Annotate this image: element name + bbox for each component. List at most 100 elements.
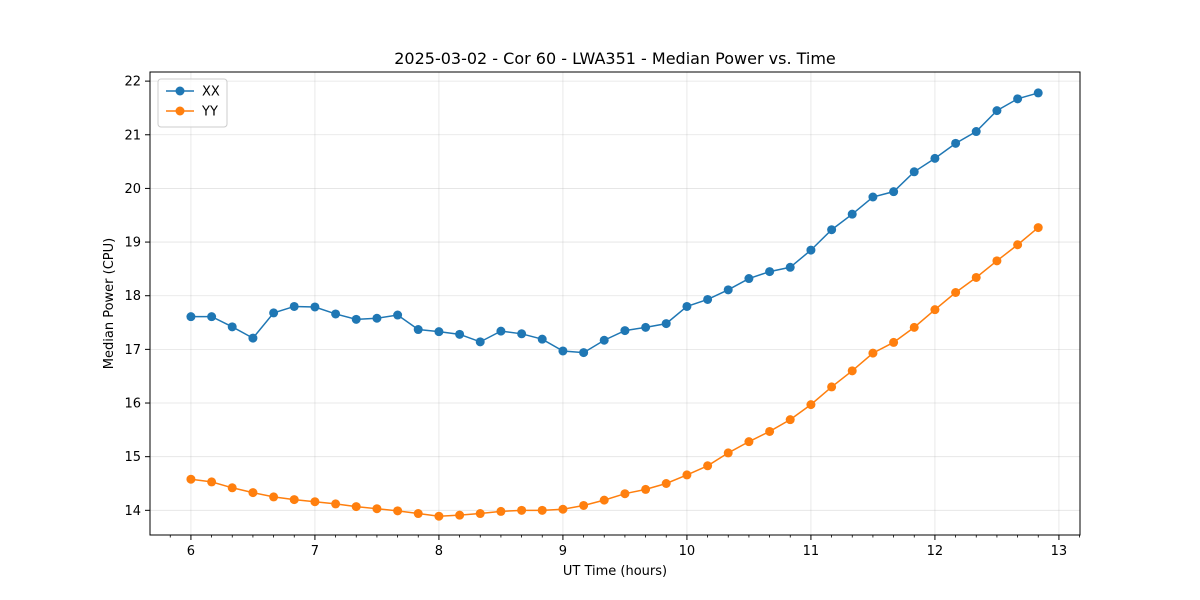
legend-label-xx: XX xyxy=(202,85,220,100)
x-tick-label: 11 xyxy=(803,544,820,559)
data-point-xx xyxy=(951,138,961,148)
plot-frame xyxy=(149,71,1081,536)
data-point-xx xyxy=(992,106,1002,116)
data-point-yy xyxy=(744,437,754,447)
data-point-yy xyxy=(827,382,837,392)
data-point-xx xyxy=(289,301,299,311)
y-tick-label: 21 xyxy=(124,128,141,143)
data-point-yy xyxy=(434,511,444,521)
data-point-yy xyxy=(351,502,361,512)
data-point-yy xyxy=(661,478,671,488)
data-point-yy xyxy=(909,322,919,332)
data-point-xx xyxy=(310,302,320,312)
data-point-yy xyxy=(517,505,527,515)
data-point-xx xyxy=(517,329,527,339)
data-point-xx xyxy=(1013,94,1023,104)
x-tick-label: 8 xyxy=(435,544,443,559)
data-point-yy xyxy=(971,272,981,282)
data-point-xx xyxy=(661,319,671,329)
data-point-xx xyxy=(868,192,878,202)
data-point-xx xyxy=(1033,88,1043,98)
data-point-yy xyxy=(765,426,775,436)
data-point-xx xyxy=(599,335,609,345)
data-point-xx xyxy=(351,314,361,324)
data-point-yy xyxy=(475,509,485,519)
x-tick-label: 6 xyxy=(187,544,195,559)
data-point-xx xyxy=(806,245,816,255)
data-point-yy xyxy=(703,461,713,471)
x-tick-label: 13 xyxy=(1051,544,1068,559)
data-point-yy xyxy=(248,488,258,498)
data-point-yy xyxy=(455,510,465,520)
data-point-xx xyxy=(331,309,341,319)
data-point-xx xyxy=(889,187,899,197)
data-point-yy xyxy=(889,337,899,347)
tick-layer: 6 7 8 9 10 11 12 13 14 15 16 17 18 19 20 21 22 xyxy=(124,75,1080,559)
data-point-xx xyxy=(909,167,919,177)
data-point-yy xyxy=(579,500,589,510)
data-point-xx xyxy=(455,329,465,339)
data-point-xx xyxy=(785,262,795,272)
data-point-xx xyxy=(207,312,217,322)
y-tick-label: 16 xyxy=(124,397,141,412)
data-point-yy xyxy=(310,497,320,507)
legend: XX YY xyxy=(157,78,228,128)
legend-marker-xx xyxy=(175,86,185,96)
data-point-xx xyxy=(723,285,733,295)
data-point-yy xyxy=(1013,240,1023,250)
x-tick-label: 12 xyxy=(927,544,944,559)
data-point-yy xyxy=(289,495,299,505)
x-tick-label: 9 xyxy=(559,544,567,559)
data-point-xx xyxy=(703,294,713,304)
data-point-xx xyxy=(269,308,279,318)
data-point-yy xyxy=(620,489,630,499)
data-point-xx xyxy=(496,326,506,336)
data-point-yy xyxy=(1033,223,1043,233)
data-point-xx xyxy=(434,327,444,337)
data-point-xx xyxy=(475,337,485,347)
legend-marker-yy xyxy=(175,106,185,116)
data-point-yy xyxy=(951,288,961,298)
data-point-yy xyxy=(393,506,403,516)
y-tick-label: 22 xyxy=(124,75,141,90)
y-tick-label: 18 xyxy=(124,289,141,304)
data-point-yy xyxy=(723,448,733,458)
data-point-yy xyxy=(599,495,609,505)
data-point-yy xyxy=(641,484,651,494)
data-point-xx xyxy=(744,274,754,284)
data-point-xx xyxy=(372,313,382,323)
grid-layer xyxy=(150,72,1080,535)
legend-label-yy: YY xyxy=(201,105,218,120)
data-point-yy xyxy=(413,509,423,519)
x-tick-label: 7 xyxy=(311,544,319,559)
data-point-xx xyxy=(393,310,403,320)
data-point-yy xyxy=(806,400,816,410)
data-point-xx xyxy=(558,346,568,356)
y-tick-label: 14 xyxy=(124,504,141,519)
x-axis-label: UT Time (hours) xyxy=(563,564,667,579)
data-point-yy xyxy=(847,366,857,376)
data-point-yy xyxy=(868,348,878,358)
data-point-xx xyxy=(620,326,630,336)
y-axis-label: Median Power (CPU) xyxy=(102,238,117,369)
data-point-xx xyxy=(971,127,981,137)
y-tick-label: 15 xyxy=(124,450,141,465)
y-tick-label: 19 xyxy=(124,236,141,251)
data-point-yy xyxy=(496,506,506,516)
data-point-yy xyxy=(331,499,341,509)
data-point-xx xyxy=(847,209,857,219)
series-layer xyxy=(186,88,1043,521)
data-point-yy xyxy=(558,504,568,514)
data-point-xx xyxy=(413,325,423,335)
data-point-yy xyxy=(992,256,1002,266)
data-point-xx xyxy=(579,348,589,358)
data-point-yy xyxy=(186,474,196,484)
data-point-xx xyxy=(537,334,547,344)
x-tick-label: 10 xyxy=(679,544,696,559)
data-point-yy xyxy=(785,415,795,425)
data-point-xx xyxy=(827,225,837,235)
data-point-xx xyxy=(186,312,196,322)
data-point-xx xyxy=(765,267,775,277)
y-tick-label: 20 xyxy=(124,182,141,197)
